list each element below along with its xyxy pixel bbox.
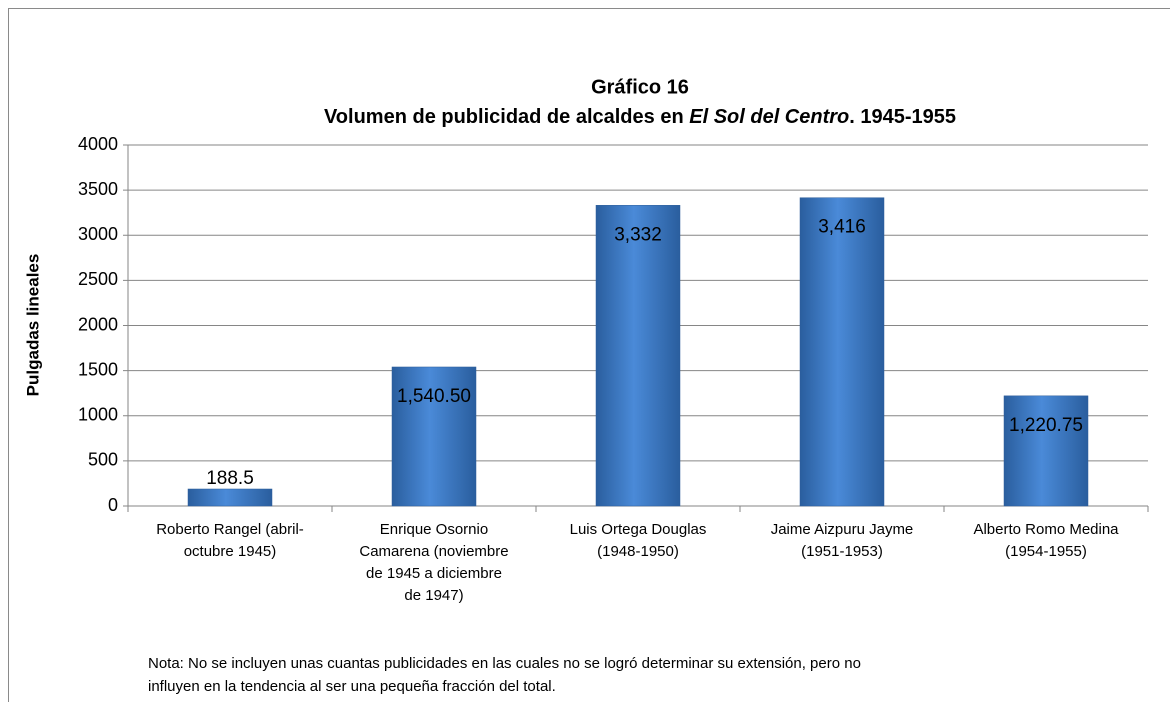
x-tick-label: de 1945 a diciembre: [366, 565, 502, 582]
subtitle-part: . 1945-1955: [849, 106, 956, 128]
bar: [1003, 395, 1089, 507]
x-tick-label: Enrique Osornio: [380, 521, 488, 538]
note: influyen en la tendencia al ser una pequ…: [148, 678, 556, 695]
bar: [187, 488, 273, 507]
data-label: 1,540.50: [397, 386, 471, 407]
x-tick-label: de 1947): [404, 587, 463, 604]
x-tick-label: Alberto Romo Medina: [973, 521, 1119, 538]
note: Nota: No se incluyen unas cuantas public…: [148, 655, 861, 672]
subtitle-part: El Sol del Centro: [689, 106, 849, 128]
chart-frame: [8, 8, 1170, 702]
y-axis-label: Pulgadas lineales: [23, 254, 42, 397]
y-tick-label: 3500: [78, 179, 118, 199]
x-tick-label: Roberto Rangel (abril-: [156, 521, 304, 538]
y-tick-label: 0: [108, 495, 118, 515]
x-tick-label: octubre 1945): [184, 543, 277, 560]
x-tick-label: (1951-1953): [801, 543, 883, 560]
data-label: 3,416: [818, 217, 866, 238]
chart-title: Gráfico 16: [591, 76, 689, 98]
x-tick-label: Jaime Aizpuru Jayme: [771, 521, 914, 538]
y-tick-label: 4000: [78, 134, 118, 154]
data-label: 1,220.75: [1009, 415, 1083, 436]
y-tick-label: 1000: [78, 405, 118, 425]
y-tick-label: 1500: [78, 359, 118, 379]
x-tick-label: Luis Ortega Douglas: [570, 521, 707, 538]
data-label: 3,332: [614, 224, 662, 245]
bar: [799, 197, 885, 507]
bar: [595, 205, 681, 507]
x-tick-label: (1954-1955): [1005, 543, 1087, 560]
data-label: 188.5: [206, 468, 254, 489]
x-tick-label: Camarena (noviembre: [359, 543, 508, 560]
y-tick-label: 2500: [78, 269, 118, 289]
bar: [391, 366, 477, 507]
chart-subtitle: Volumen de publicidad de alcaldes en El …: [324, 106, 956, 128]
y-tick-label: 500: [88, 450, 118, 470]
subtitle-part: Volumen de publicidad de alcaldes en: [324, 106, 689, 128]
y-tick-label: 3000: [78, 224, 118, 244]
x-tick-label: (1948-1950): [597, 543, 679, 560]
y-tick-label: 2000: [78, 314, 118, 334]
